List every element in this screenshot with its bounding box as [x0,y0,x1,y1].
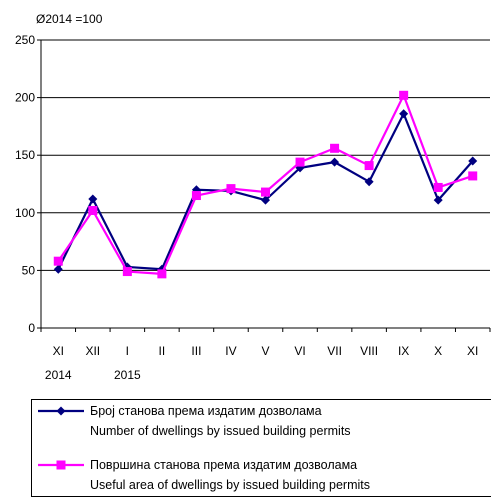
legend-entry-1: Број станова према издатим дозволама Numb… [38,404,351,438]
x-tick-label: VI [294,344,305,358]
data-point-diamond [53,264,63,274]
data-point-square [399,90,409,100]
x-tick-label: IV [225,344,236,358]
data-point-square [330,143,340,153]
gridlines [41,39,490,271]
series-layer [53,90,478,279]
y-tick-labels: 0 50 100 150 200 250 [15,33,35,335]
data-point-square [364,161,374,171]
x-tick-label: III [191,344,201,358]
series-line [57,94,474,275]
y-tick-label: 250 [15,33,35,47]
data-point-square [226,184,236,194]
x-tick-label: VIII [360,344,378,358]
x-tick-label: XI [467,344,478,358]
x-tick-label: IX [398,344,409,358]
x-tick-label: V [261,344,269,358]
x-tick-label: X [434,344,442,358]
data-point-diamond [433,195,443,205]
y-tick-label: 200 [15,91,35,105]
series-1 [53,109,478,274]
x-tick-label: XII [85,344,100,358]
legend-label: Број станова према издатим дозволама [90,404,322,418]
data-point-diamond [261,195,270,205]
data-point-square [468,171,478,181]
data-point-diamond [468,156,478,166]
legend: Број станова према издатим дозволама Numb… [31,399,491,497]
y-axis-unit-label: Ø2014 =100 [36,12,103,26]
legend-label-en: Number of dwellings by issued building p… [90,424,351,438]
legend-entry-2: Површина станова према издатим дозволама… [38,458,370,492]
data-point-square [261,187,270,197]
x-tick-label: II [159,344,166,358]
legend-marker [56,460,66,470]
y-tick-label: 50 [22,263,36,277]
x-tick-label: XI [53,344,64,358]
data-point-diamond [88,194,98,204]
data-point-diamond [330,157,340,167]
x-tick-label: VII [327,344,342,358]
data-point-square [122,267,132,277]
legend-label: Површина станова према издатим дозволама [90,458,357,472]
year-label: 2015 [114,368,141,382]
data-point-square [88,205,98,215]
data-point-square [295,157,305,167]
data-point-diamond [364,177,374,187]
y-tick-label: 0 [28,321,35,335]
legend-label-en: Useful area of dwellings by issued build… [90,478,370,492]
series-2 [53,90,478,279]
data-point-square [191,191,201,201]
x-tick-label: I [126,344,129,358]
legend-marker [56,406,66,416]
legend-box [31,399,491,497]
y-tick-label: 100 [15,206,35,220]
data-point-square [433,182,443,192]
data-point-square [53,256,63,266]
data-point-square [157,269,167,279]
y-tick-label: 150 [15,148,35,162]
data-point-diamond [399,109,409,119]
year-label: 2014 [45,368,72,382]
axes [37,39,491,332]
